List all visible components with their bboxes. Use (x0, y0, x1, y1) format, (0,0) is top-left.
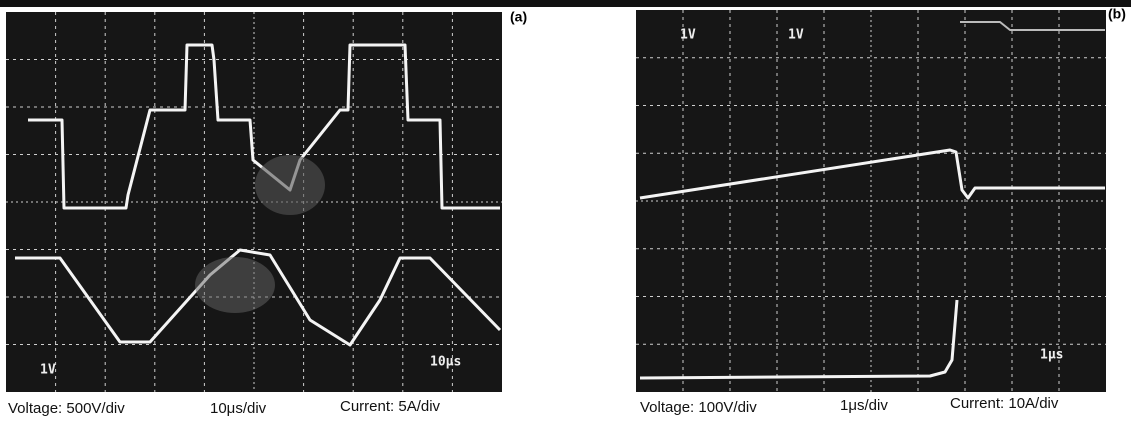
figure: 1V 10μs (a) Voltage: 500V/div 10μs/div C… (0, 0, 1131, 419)
caption: 1μs/div (840, 397, 888, 414)
scope-label: 1V (680, 28, 696, 43)
trace-blur (255, 155, 325, 215)
scope-label: 1V (788, 28, 804, 43)
caption: 10μs/div (210, 400, 267, 417)
scope-label: 10μs (430, 355, 461, 370)
panel-label: (a) (510, 9, 527, 25)
caption: Voltage: 500V/div (8, 400, 125, 417)
top-bar (0, 0, 1131, 7)
caption: Current: 5A/div (340, 398, 441, 415)
panel-label: (b) (1108, 6, 1126, 22)
caption: Voltage: 100V/div (640, 399, 757, 416)
trace-blur (195, 257, 275, 313)
scope-label: 1V (40, 363, 56, 378)
caption: Current: 10A/div (950, 395, 1059, 412)
scope-label: 1μs (1040, 348, 1063, 363)
